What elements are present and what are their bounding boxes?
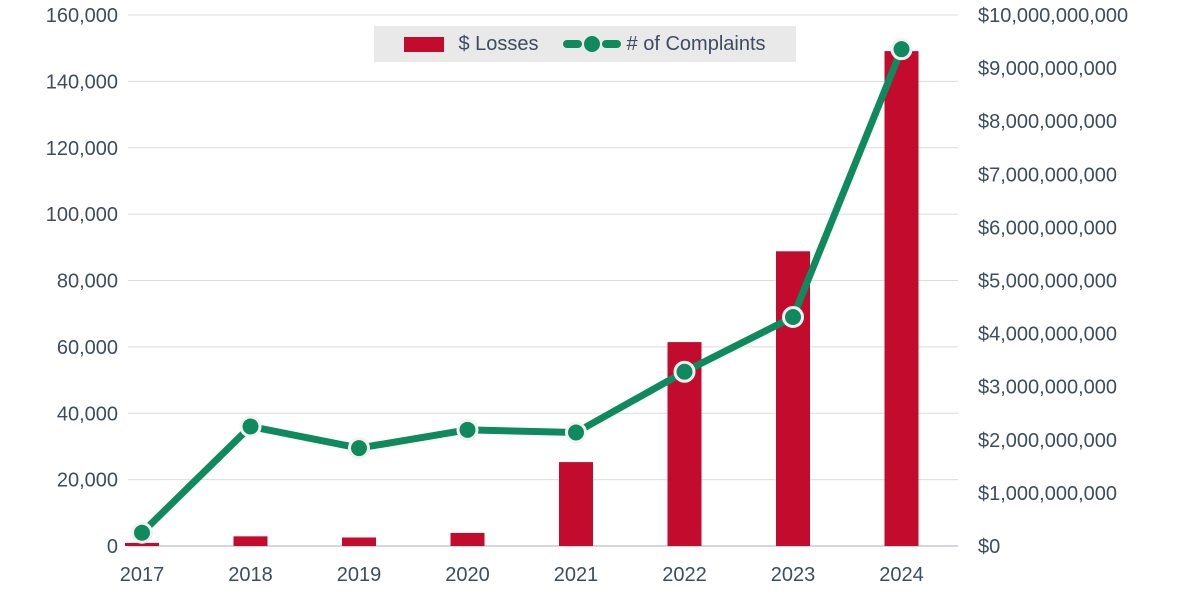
losses-bar: [559, 462, 593, 546]
x-axis-year-label: 2024: [879, 564, 924, 586]
right-axis-tick-label: $7,000,000,000: [978, 164, 1117, 186]
losses-bar: [233, 536, 268, 546]
left-axis-tick-label: 0: [107, 536, 118, 558]
complaints-legend-label: # of Complaints: [626, 32, 766, 55]
losses-legend-swatch: [404, 36, 445, 52]
right-axis-tick-label: $0: [978, 536, 1000, 558]
left-axis-tick-label: 140,000: [46, 71, 118, 93]
losses-bar: [776, 251, 810, 547]
left-axis-tick-label: 40,000: [57, 403, 118, 425]
right-axis-tick-label: $10,000,000,000: [978, 5, 1128, 27]
complaints-point: [239, 415, 262, 438]
legend-line-dot-icon: [583, 36, 600, 52]
left-axis-tick-label: 80,000: [57, 271, 118, 293]
complaints-point: [673, 360, 696, 383]
complaints-point: [131, 521, 153, 544]
complaints-point: [890, 38, 913, 61]
complaints-point: [782, 306, 804, 329]
left-axis-tick-label: 120,000: [46, 138, 118, 160]
x-axis-year-label: 2021: [554, 564, 599, 586]
losses-legend-label: $ Losses: [458, 32, 539, 55]
complaints-point: [456, 418, 479, 441]
losses-bar: [342, 537, 376, 546]
complaints-point: [565, 421, 587, 444]
losses-bar: [125, 542, 159, 546]
right-axis-tick-label: $1,000,000,000: [978, 483, 1117, 505]
losses-bar: [884, 51, 919, 546]
chart-legend: $ Losses # of Complaints: [374, 26, 796, 62]
x-axis-year-label: 2017: [120, 564, 165, 586]
left-axis-tick-label: 20,000: [57, 470, 118, 492]
x-axis-year-label: 2018: [228, 564, 273, 586]
left-axis-tick-label: 100,000: [46, 204, 118, 226]
left-axis-tick-label: 60,000: [57, 337, 118, 359]
left-axis-tick-label: 160,000: [46, 5, 118, 27]
x-axis-year-label: 2020: [445, 564, 490, 586]
right-axis-tick-label: $3,000,000,000: [978, 377, 1117, 399]
complaints-point: [348, 437, 370, 460]
complaints-legend-marker: [562, 36, 621, 52]
right-axis-tick-label: $5,000,000,000: [978, 271, 1117, 293]
x-axis-year-label: 2022: [662, 564, 707, 586]
complaints-line: [138, 45, 905, 537]
x-axis-year-label: 2019: [337, 564, 382, 586]
right-axis-tick-label: $9,000,000,000: [978, 58, 1117, 80]
right-axis-tick-label: $6,000,000,000: [978, 217, 1117, 239]
legend-line-dash-icon: [562, 40, 582, 48]
right-axis-tick-label: $8,000,000,000: [978, 111, 1117, 133]
right-axis-tick-label: $2,000,000,000: [978, 430, 1117, 452]
losses-bar: [450, 532, 485, 546]
x-axis-year-label: 2023: [771, 564, 816, 586]
legend-line-dash-icon: [601, 40, 621, 48]
right-axis-tick-label: $4,000,000,000: [978, 324, 1117, 346]
